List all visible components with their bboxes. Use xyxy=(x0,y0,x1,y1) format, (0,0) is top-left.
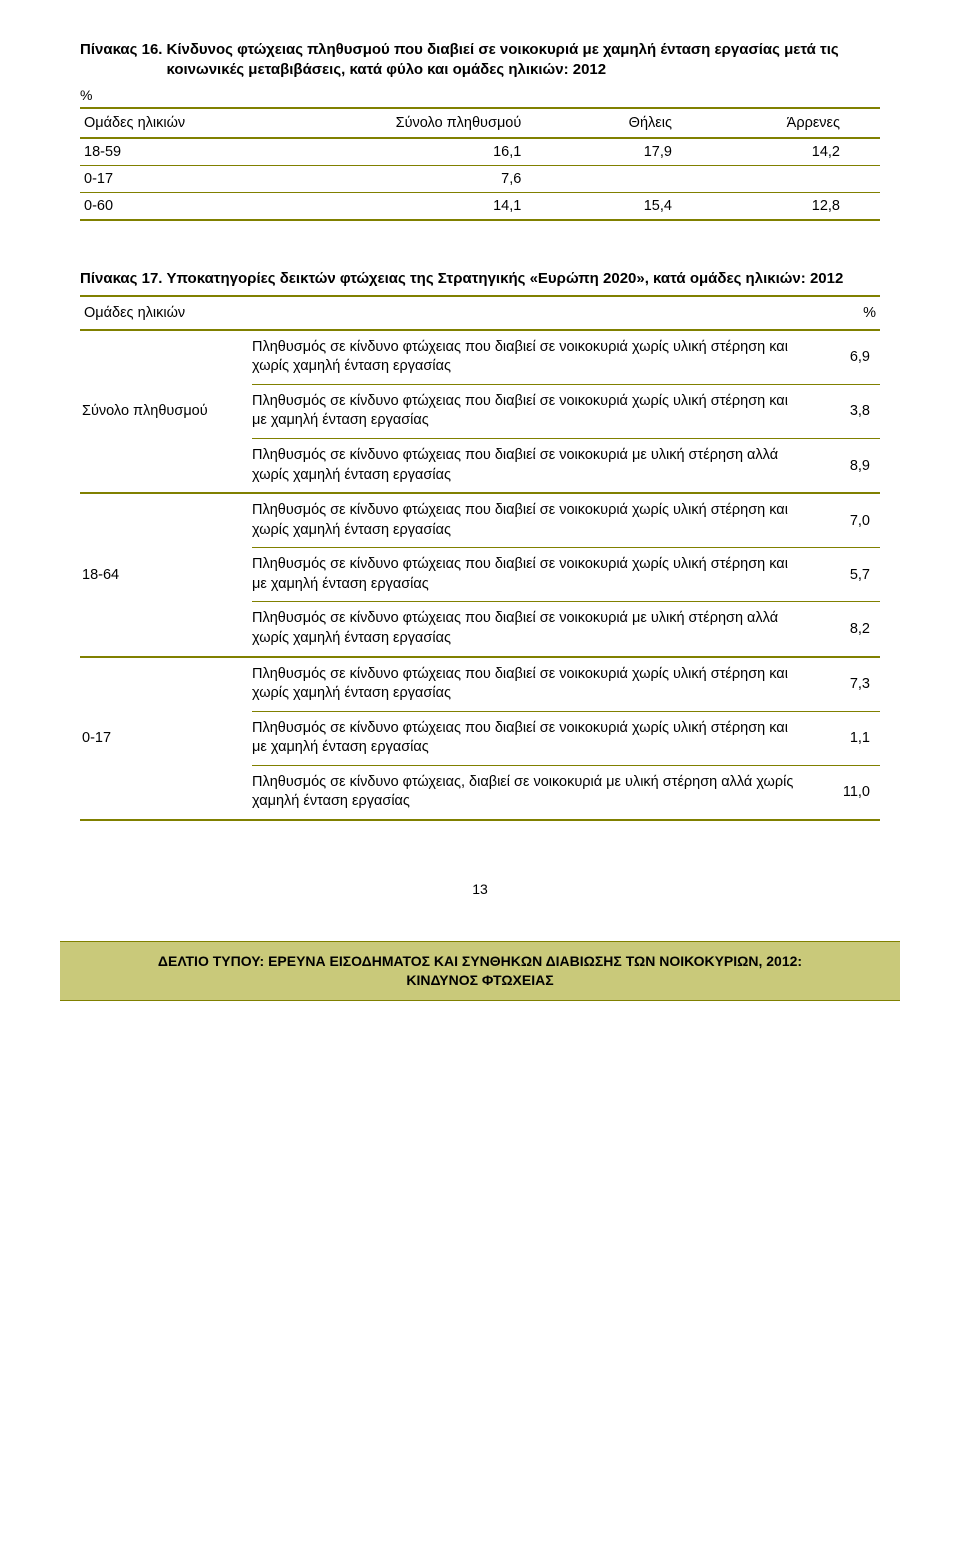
sub-text: Πληθυσμός σε κίνδυνο φτώχειας που διαβιε… xyxy=(252,657,810,712)
table16-caption: Πίνακας 16. Κίνδυνος φτώχειας πληθυσμού … xyxy=(80,40,880,81)
table16-caption-body: Κίνδυνος φτώχειας πληθυσμού που διαβιεί … xyxy=(166,40,880,81)
sub-value: 7,0 xyxy=(810,493,880,548)
sub-value: 8,9 xyxy=(810,439,880,494)
table17: Ομάδες ηλικιών % Σύνολο πληθυσμού Πληθυσ… xyxy=(80,295,880,821)
sub-text: Πληθυσμός σε κίνδυνο φτώχειας, διαβιεί σ… xyxy=(252,765,810,820)
group-label: 18-64 xyxy=(80,493,252,656)
sub-text: Πληθυσμός σε κίνδυνο φτώχειας που διαβιε… xyxy=(252,548,810,602)
group-label: Σύνολο πληθυσμού xyxy=(80,330,252,493)
table16-col1: Σύνολο πληθυσμού xyxy=(268,108,561,138)
row-label: 0-60 xyxy=(80,192,268,220)
table17-header-left: Ομάδες ηλικιών xyxy=(80,296,810,330)
table17-caption-body: Υποκατηγορίες δεικτών φτώχειας της Στρατ… xyxy=(166,269,880,289)
group-label: 0-17 xyxy=(80,657,252,820)
table-row: 18-64 Πληθυσμός σε κίνδυνο φτώχειας που … xyxy=(80,493,880,548)
sub-value: 8,2 xyxy=(810,602,880,657)
footer-line2: ΚΙΝΔΥΝΟΣ ΦΤΩΧΕΙΑΣ xyxy=(72,971,888,990)
sub-text: Πληθυσμός σε κίνδυνο φτώχειας που διαβιε… xyxy=(252,384,810,438)
table16: Ομάδες ηλικιών Σύνολο πληθυσμού Θήλεις Ά… xyxy=(80,107,880,221)
table16-col3: Άρρενες xyxy=(712,108,880,138)
row-male: 12,8 xyxy=(712,192,880,220)
table17-header-right: % xyxy=(810,296,880,330)
table16-col0: Ομάδες ηλικιών xyxy=(80,108,268,138)
row-male: 14,2 xyxy=(712,138,880,166)
table17-group: Σύνολο πληθυσμού Πληθυσμός σε κίνδυνο φτ… xyxy=(80,330,880,493)
row-total: 7,6 xyxy=(268,165,561,192)
table-row: 0-60 14,1 15,4 12,8 xyxy=(80,192,880,220)
table17-group: 0-17 Πληθυσμός σε κίνδυνο φτώχειας που δ… xyxy=(80,657,880,820)
sub-text: Πληθυσμός σε κίνδυνο φτώχειας που διαβιε… xyxy=(252,330,810,385)
sub-text: Πληθυσμός σε κίνδυνο φτώχειας που διαβιε… xyxy=(252,493,810,548)
row-label: 18-59 xyxy=(80,138,268,166)
table17-caption-lead: Πίνακας 17. xyxy=(80,269,166,289)
row-total: 14,1 xyxy=(268,192,561,220)
table17-header-row: Ομάδες ηλικιών % xyxy=(80,296,880,330)
row-total: 16,1 xyxy=(268,138,561,166)
footer-line1: ΔΕΛΤΙΟ ΤΥΠΟΥ: ΕΡΕΥΝΑ ΕΙΣΟΔΗΜΑΤΟΣ ΚΑΙ ΣΥΝ… xyxy=(72,952,888,971)
table-row: 0-17 Πληθυσμός σε κίνδυνο φτώχειας που δ… xyxy=(80,657,880,712)
sub-text: Πληθυσμός σε κίνδυνο φτώχειας που διαβιε… xyxy=(252,711,810,765)
row-female xyxy=(561,165,712,192)
table17-caption: Πίνακας 17. Υποκατηγορίες δεικτών φτώχει… xyxy=(80,269,880,289)
row-female: 17,9 xyxy=(561,138,712,166)
table16-header-row: Ομάδες ηλικιών Σύνολο πληθυσμού Θήλεις Ά… xyxy=(80,108,880,138)
table-row: Σύνολο πληθυσμού Πληθυσμός σε κίνδυνο φτ… xyxy=(80,330,880,385)
sub-text: Πληθυσμός σε κίνδυνο φτώχειας που διαβιε… xyxy=(252,602,810,657)
table-row: 0-17 7,6 xyxy=(80,165,880,192)
footer-band: ΔΕΛΤΙΟ ΤΥΠΟΥ: ΕΡΕΥΝΑ ΕΙΣΟΔΗΜΑΤΟΣ ΚΑΙ ΣΥΝ… xyxy=(60,941,900,1001)
sub-value: 11,0 xyxy=(810,765,880,820)
row-female: 15,4 xyxy=(561,192,712,220)
table16-percent-marker: % xyxy=(80,87,880,103)
page: Πίνακας 16. Κίνδυνος φτώχειας πληθυσμού … xyxy=(0,0,960,917)
row-label: 0-17 xyxy=(80,165,268,192)
sub-value: 1,1 xyxy=(810,711,880,765)
table-row: 18-59 16,1 17,9 14,2 xyxy=(80,138,880,166)
sub-text: Πληθυσμός σε κίνδυνο φτώχειας που διαβιε… xyxy=(252,439,810,494)
sub-value: 3,8 xyxy=(810,384,880,438)
page-number: 13 xyxy=(80,881,880,897)
table16-col2: Θήλεις xyxy=(561,108,712,138)
sub-value: 6,9 xyxy=(810,330,880,385)
row-male xyxy=(712,165,880,192)
table17-group: 18-64 Πληθυσμός σε κίνδυνο φτώχειας που … xyxy=(80,493,880,656)
sub-value: 5,7 xyxy=(810,548,880,602)
sub-value: 7,3 xyxy=(810,657,880,712)
table16-caption-lead: Πίνακας 16. xyxy=(80,40,166,81)
